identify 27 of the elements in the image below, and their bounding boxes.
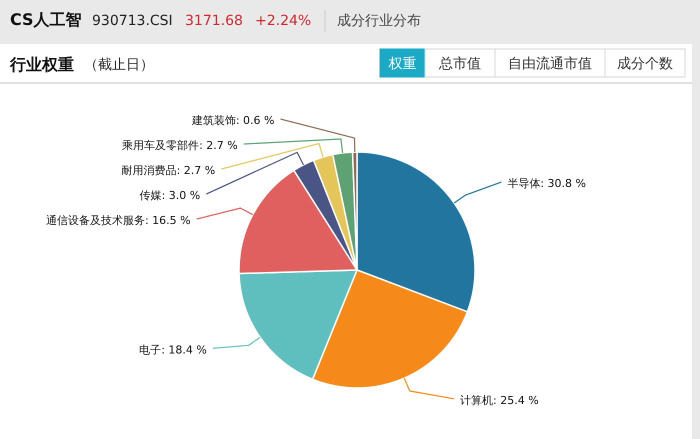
- text: +2.24%: [255, 13, 312, 29]
- text: 成分行业分布: [337, 13, 421, 29]
- slice-label: 建筑装饰: [190, 114, 236, 128]
- data-label: : 18.4 %: [161, 343, 207, 356]
- data-label: : 25.4 %: [493, 394, 539, 407]
- slice-label: 半导体: [507, 177, 540, 190]
- slice-label: 通信设备及技术服务: [46, 214, 145, 228]
- data-label: : 3.0 %: [162, 189, 200, 202]
- text: 自由流通市值: [508, 56, 592, 72]
- text: 3171.68: [185, 13, 243, 29]
- slice-label: 乘用车及零部件: [122, 139, 200, 152]
- slice-label: 传媒: [140, 189, 162, 202]
- text: 权重: [388, 56, 416, 72]
- text: CS人工智: [10, 10, 82, 29]
- data-label: : 16.5 %: [144, 214, 191, 228]
- text: 总市值: [438, 56, 481, 72]
- slice-label: 计算机: [460, 394, 494, 407]
- data-label: : 30.8 %: [540, 177, 586, 190]
- data-label: : 2.7 %: [199, 139, 238, 152]
- text: 成分个数: [617, 56, 673, 72]
- slice-label: 电子: [139, 343, 162, 356]
- chart-subtitle: （截止日）: [84, 57, 154, 73]
- data-label: : 0.6 %: [236, 114, 274, 128]
- slice-label: 耐用消费品: [122, 164, 177, 178]
- chart-title: 行业权重: [9, 55, 74, 74]
- text: 930713.CSI: [92, 13, 173, 29]
- data-label: : 2.7 %: [176, 164, 216, 178]
